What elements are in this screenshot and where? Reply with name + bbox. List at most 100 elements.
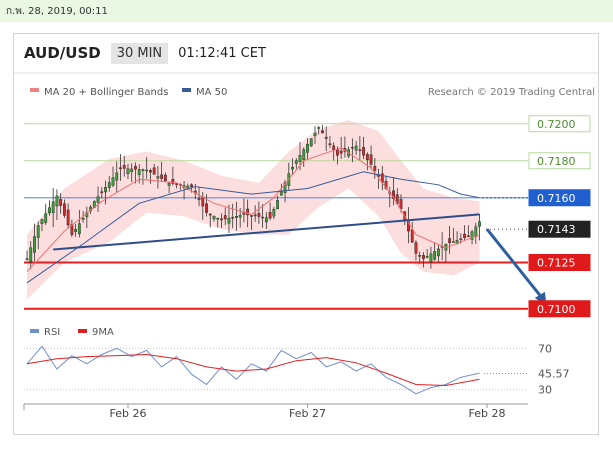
candle-body <box>261 216 265 219</box>
candle-body <box>149 170 152 173</box>
candle-body <box>59 199 63 206</box>
research-credit: Research © 2019 Trading Central <box>428 87 595 98</box>
candle-body <box>463 233 466 239</box>
candle-body <box>422 255 425 259</box>
forecast-arrow-shaft <box>485 228 545 300</box>
candle-body <box>369 154 373 165</box>
level-labels: 0.7200 0.7180 0.7160 0.7143 0.7125 0.7100 <box>528 115 591 318</box>
candle-body <box>246 208 250 216</box>
candle-body <box>470 231 474 240</box>
rsi-tick-label: 70 <box>538 342 552 355</box>
bollinger-band-fill <box>27 120 480 300</box>
candle-body <box>115 172 119 181</box>
candle-body <box>466 235 470 238</box>
level-badge-0.7100 <box>528 300 591 318</box>
level-label: 0.7200 <box>537 118 576 131</box>
x-tick-label: Feb 27 <box>289 407 326 420</box>
candle-body <box>437 248 440 257</box>
candle-body <box>268 211 272 219</box>
candle-body <box>317 127 321 129</box>
candle-body <box>336 149 339 156</box>
candle-body <box>418 255 422 257</box>
legend-swatch-rsi <box>30 329 39 333</box>
rsi-current-label: 45.57 <box>538 368 570 381</box>
candle-body <box>298 154 302 162</box>
rsi-panel: 70 30 45.57 <box>24 342 570 397</box>
candle-body <box>171 179 175 184</box>
candle-body <box>48 207 51 214</box>
legend-swatch-9ma <box>78 329 87 333</box>
candle-body <box>399 199 403 210</box>
candle-body <box>373 166 377 171</box>
legend-swatch-ma20 <box>30 88 39 92</box>
level-badge-0.7200 <box>528 115 591 133</box>
currency-pair-title: AUD/USD <box>24 44 101 62</box>
rsi-tick-label: 30 <box>538 384 552 397</box>
candle-body <box>51 201 55 213</box>
candle-body <box>104 186 107 193</box>
candle-body <box>163 174 167 181</box>
candle-body <box>362 147 365 156</box>
candle-body <box>302 149 306 161</box>
rsi-line <box>26 345 480 395</box>
level-label: 0.7125 <box>537 257 576 270</box>
candle-body <box>44 213 48 223</box>
candle-body <box>29 247 33 262</box>
candle-body <box>216 217 220 220</box>
candle-body <box>167 182 171 186</box>
chart-header: AUD/USD 30 MIN 01:12:41 CET <box>24 41 266 65</box>
level-badge-0.7143 <box>528 220 591 238</box>
candle-body <box>208 213 212 216</box>
candle-body <box>63 203 66 216</box>
level-badge-0.7160 <box>528 189 591 207</box>
candle-body <box>425 256 429 258</box>
candle-body <box>70 224 74 235</box>
clock-label: 01:12:41 CET <box>178 45 266 61</box>
x-tick-label: Feb 26 <box>109 407 146 420</box>
candle-body <box>212 216 216 220</box>
candle-body <box>66 209 70 226</box>
candle-body <box>238 215 242 218</box>
candle-body <box>235 216 238 218</box>
candle-body <box>328 143 332 145</box>
ma20-line <box>26 147 480 273</box>
candle-body <box>175 183 178 185</box>
candle-body <box>478 221 481 227</box>
level-label: 0.7100 <box>537 303 576 316</box>
candle-body <box>433 251 437 260</box>
candle-body <box>414 242 418 254</box>
candle-body <box>332 145 336 150</box>
candle-body <box>111 177 115 186</box>
candle-body <box>227 217 231 224</box>
candle-body <box>272 209 276 217</box>
candle-body <box>74 228 78 232</box>
price-series <box>25 124 547 307</box>
candle-body <box>126 168 130 174</box>
candle-body <box>249 215 253 217</box>
candle-body <box>264 217 268 223</box>
candle-body <box>358 149 362 151</box>
candle-body <box>107 182 111 188</box>
candle-body <box>448 238 452 243</box>
candle-body <box>429 253 433 263</box>
ma50-line <box>26 171 480 284</box>
candle-body <box>253 214 257 217</box>
candle-body <box>231 216 235 219</box>
level-badge-0.7125 <box>528 254 591 271</box>
candle-body <box>321 130 324 134</box>
candle-body <box>451 241 455 243</box>
timeframe-badge[interactable]: 30 MIN <box>110 42 169 64</box>
candle-body <box>55 195 59 207</box>
candle-body <box>306 143 309 153</box>
legend-label-ma50: MA 50 <box>196 87 227 98</box>
top-status-bar: ก.พ. 28, 2019, 00:11 <box>0 0 613 22</box>
candle-body <box>205 203 208 213</box>
candle-body <box>339 150 343 154</box>
level-label: 0.7180 <box>537 155 576 168</box>
candle-body <box>25 258 29 260</box>
candle-body <box>324 136 328 139</box>
candle-body <box>100 191 104 193</box>
candle-body <box>141 169 145 171</box>
candle-body <box>474 226 478 237</box>
